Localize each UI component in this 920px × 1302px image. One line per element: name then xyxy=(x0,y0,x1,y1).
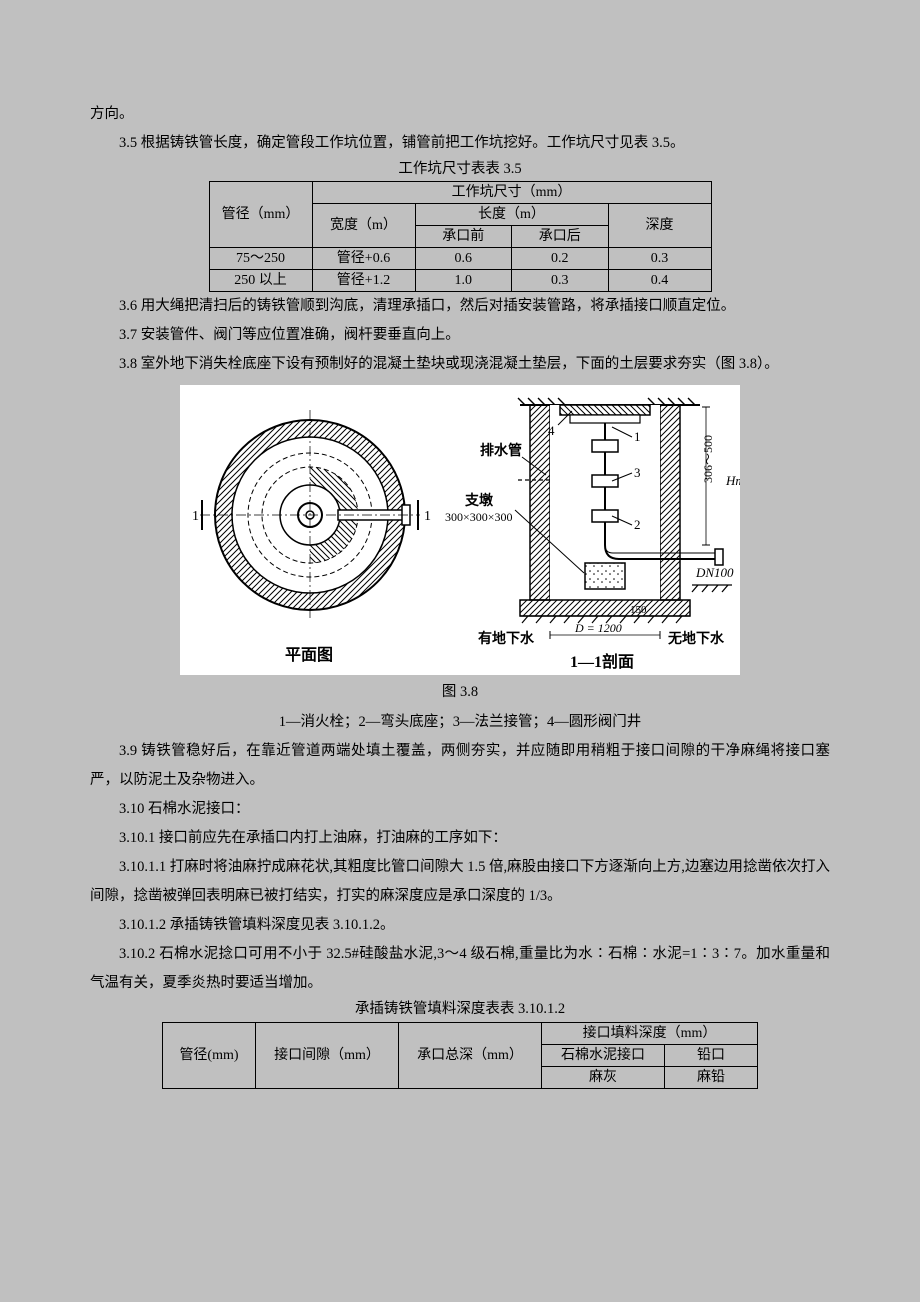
tbl2-h-malead: 麻铅 xyxy=(665,1066,758,1088)
figure-3-8: 1 1 平面图 xyxy=(180,385,740,675)
label-section: 1—1剖面 xyxy=(570,652,634,671)
tbl2-h-lead: 铅口 xyxy=(665,1044,758,1066)
figure-3-8-caption: 图 3.8 xyxy=(90,679,830,705)
document-page: 方向。 3.5 根据铸铁管长度，确定管段工作坑位置，铺管前把工作坑挖好。工作坑尺… xyxy=(0,0,920,1149)
paragraph-3-10: 3.10 石棉水泥接口： xyxy=(90,795,830,824)
label-no-gw: 无地下水 xyxy=(667,630,725,647)
label-pier-dim: 300×300×300 xyxy=(445,510,513,524)
tbl1-h-depth: 深度 xyxy=(608,204,711,248)
label-plan-view: 平面图 xyxy=(285,646,333,664)
table-3-10-1-2-title: 承插铸铁管填料深度表表 3.10.1.2 xyxy=(90,998,830,1021)
tbl1-r1c2: 管径+0.6 xyxy=(312,248,415,270)
figure-3-8-legend: 1—消火栓；2—弯头底座；3—法兰接管；4—圆形阀门井 xyxy=(90,709,830,735)
tbl1-r1c4: 0.2 xyxy=(512,248,609,270)
tbl1-h-width: 宽度（m） xyxy=(312,204,415,248)
paragraph-3-8: 3.8 室外地下消失栓底座下设有预制好的混凝土垫块或现浇混凝土垫层，下面的土层要… xyxy=(90,350,830,379)
tbl2-h-diameter: 管径(mm) xyxy=(163,1022,256,1088)
label-hm: Hm xyxy=(725,473,740,488)
label-num-1: 1 xyxy=(634,429,641,444)
paragraph-3-6: 3.6 用大绳把清扫后的铸铁管顺到沟底，清理承插口，然后对插安装管路，将承插接口… xyxy=(90,292,830,321)
table-3-5: 管径（mm） 工作坑尺寸（mm） 宽度（m） 长度（m） 深度 承口前 承口后 … xyxy=(209,181,712,292)
label-drain: 排水管 xyxy=(480,442,522,459)
tbl2-h-mahui: 麻灰 xyxy=(542,1066,665,1088)
paragraph-3-9: 3.9 铸铁管稳好后，在靠近管道两端处填土覆盖，两侧夯实，并应随即用稍粗于接口间… xyxy=(90,737,830,795)
label-d1200: D = 1200 xyxy=(574,621,622,635)
tbl1-r1c3: 0.6 xyxy=(415,248,512,270)
paragraph-3-5: 3.5 根据铸铁管长度，确定管段工作坑位置，铺管前把工作坑挖好。工作坑尺寸见表 … xyxy=(90,129,830,158)
paragraph-direction: 方向。 xyxy=(90,100,830,129)
label-num-3: 3 xyxy=(634,465,641,480)
label-has-gw: 有地下水 xyxy=(478,630,535,647)
paragraph-3-10-1-1: 3.10.1.1 打麻时将油麻拧成麻花状,其粗度比管口间隙大 1.5 倍,麻股由… xyxy=(90,853,830,911)
tbl2-h-total: 承口总深（mm） xyxy=(399,1022,542,1088)
label-h-range: 306～500 xyxy=(701,435,715,483)
paragraph-3-10-1-2: 3.10.1.2 承插铸铁管填料深度见表 3.10.1.2。 xyxy=(90,911,830,940)
table-3-5-title: 工作坑尺寸表表 3.5 xyxy=(90,158,830,181)
label-1-right: 1 xyxy=(424,509,431,524)
tbl1-r2c4: 0.3 xyxy=(512,270,609,292)
paragraph-3-10-2: 3.10.2 石棉水泥捻口可用不小于 32.5#硅酸盐水泥,3～4 级石棉,重量… xyxy=(90,940,830,998)
tbl1-h-top: 工作坑尺寸（mm） xyxy=(312,182,711,204)
label-pier: 支墩 xyxy=(464,492,494,509)
tbl2-h-gap: 接口间隙（mm） xyxy=(256,1022,399,1088)
tbl1-h-front: 承口前 xyxy=(415,226,512,248)
table-row: 250 以上 管径+1.2 1.0 0.3 0.4 xyxy=(209,270,711,292)
tbl1-r2c5: 0.4 xyxy=(608,270,711,292)
tbl2-h-top: 接口填料深度（mm） xyxy=(542,1022,758,1044)
tbl1-h-diameter: 管径（mm） xyxy=(209,182,312,248)
tbl1-r1c1: 75～250 xyxy=(209,248,312,270)
tbl1-r1c5: 0.3 xyxy=(608,248,711,270)
paragraph-3-10-1: 3.10.1 接口前应先在承插口内打上油麻，打油麻的工序如下： xyxy=(90,824,830,853)
label-1-left: 1 xyxy=(192,509,199,524)
table-row: 75～250 管径+0.6 0.6 0.2 0.3 xyxy=(209,248,711,270)
table-3-10-1-2: 管径(mm) 接口间隙（mm） 承口总深（mm） 接口填料深度（mm） 石棉水泥… xyxy=(162,1022,758,1089)
tbl1-r2c3: 1.0 xyxy=(415,270,512,292)
tbl1-r2c1: 250 以上 xyxy=(209,270,312,292)
label-dn100: DN100 xyxy=(695,565,734,580)
tbl1-r2c2: 管径+1.2 xyxy=(312,270,415,292)
label-num-4: 4 xyxy=(548,423,555,438)
label-150: 150 xyxy=(630,604,647,616)
label-num-2: 2 xyxy=(634,517,641,532)
tbl1-h-length: 长度（m） xyxy=(415,204,608,226)
tbl1-h-back: 承口后 xyxy=(512,226,609,248)
tbl2-h-asbestos: 石棉水泥接口 xyxy=(542,1044,665,1066)
paragraph-3-7: 3.7 安装管件、阀门等应位置准确，阀杆要垂直向上。 xyxy=(90,321,830,350)
